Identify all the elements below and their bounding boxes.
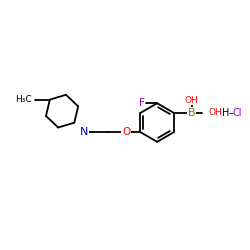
Text: H: H — [24, 95, 31, 104]
Text: N: N — [80, 127, 88, 137]
Text: N: N — [80, 127, 88, 137]
Text: OH: OH — [185, 96, 198, 104]
Text: F: F — [139, 98, 145, 108]
Text: H₃C: H₃C — [15, 95, 31, 104]
Text: H: H — [222, 108, 229, 118]
Text: OH: OH — [208, 108, 222, 118]
Text: B: B — [188, 108, 196, 118]
Text: Cl: Cl — [232, 108, 242, 118]
Text: O: O — [122, 127, 130, 137]
Text: –: – — [228, 108, 234, 118]
